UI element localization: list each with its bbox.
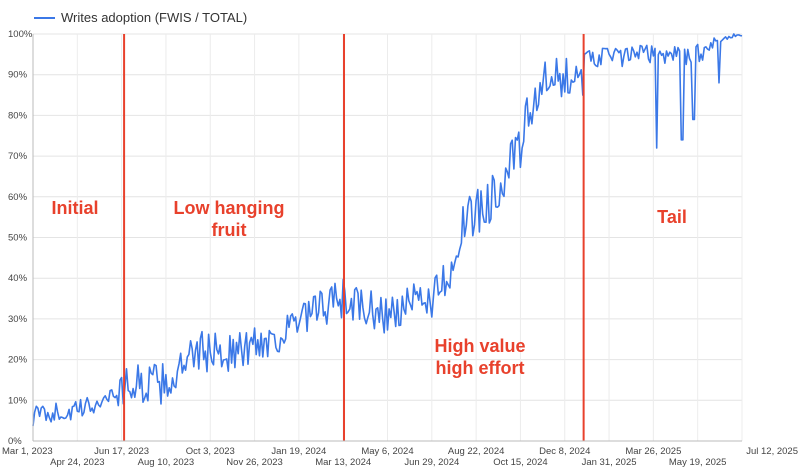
y-tick-label: 20%	[8, 355, 28, 366]
phase-label-line: high effort	[436, 358, 525, 378]
y-tick-label: 100%	[8, 29, 33, 40]
y-tick-label: 60%	[8, 192, 28, 203]
phase-label: High value high effort	[434, 336, 525, 378]
phase-label-line: Low hanging	[174, 198, 285, 218]
phase-label: Tail	[657, 207, 687, 227]
x-tick-label: Mar 26, 2025	[625, 446, 681, 457]
phase-label-line: Initial	[51, 198, 98, 218]
x-tick-label: Oct 3, 2023	[186, 446, 235, 457]
phase-labels: Initial Low hanging fruit High value high ef…	[51, 198, 686, 378]
legend: Writes adoption (FWIS / TOTAL)	[34, 10, 247, 25]
x-tick-label: Mar 13, 2024	[315, 457, 371, 468]
y-tick-label: 10%	[8, 395, 28, 406]
y-tick-label: 0%	[8, 436, 22, 447]
x-tick-label: Nov 26, 2023	[226, 457, 283, 468]
x-tick-label: Jul 12, 2025	[746, 446, 798, 457]
y-tick-label: 30%	[8, 314, 28, 325]
phase-label-line: fruit	[212, 220, 247, 240]
legend-label: Writes adoption (FWIS / TOTAL)	[61, 10, 247, 25]
phase-label-line: High value	[434, 336, 525, 356]
x-tick-label: Aug 22, 2024	[448, 446, 505, 457]
x-tick-label: Jan 19, 2024	[271, 446, 326, 457]
x-tick-label: Jun 29, 2024	[404, 457, 459, 468]
x-tick-label: Apr 24, 2023	[50, 457, 104, 468]
y-tick-label: 40%	[8, 273, 28, 284]
phase-label-line: Tail	[657, 207, 687, 227]
y-tick-label: 90%	[8, 70, 28, 81]
x-tick-label: Jun 17, 2023	[94, 446, 149, 457]
x-tick-label: Jan 31, 2025	[582, 457, 637, 468]
x-tick-label: Dec 8, 2024	[539, 446, 590, 457]
x-tick-label: Aug 10, 2023	[138, 457, 195, 468]
y-tick-label: 50%	[8, 233, 28, 244]
x-tick-label: May 6, 2024	[361, 446, 413, 457]
series-layer	[32, 33, 743, 441]
series-line-writes-adoption	[32, 33, 743, 427]
y-tick-label: 70%	[8, 151, 28, 162]
x-tick-label: Oct 15, 2024	[493, 457, 547, 468]
x-tick-label: Mar 1, 2023	[2, 446, 53, 457]
x-tick-label: May 19, 2025	[669, 457, 727, 468]
phase-label: Low hanging fruit	[174, 198, 285, 240]
phase-label: Initial	[51, 198, 98, 218]
y-tick-label: 80%	[8, 110, 28, 121]
grid-lines: 0% 10% 20% 30% 40% 50% 60% 70% 80% 90% 100%	[8, 29, 743, 447]
